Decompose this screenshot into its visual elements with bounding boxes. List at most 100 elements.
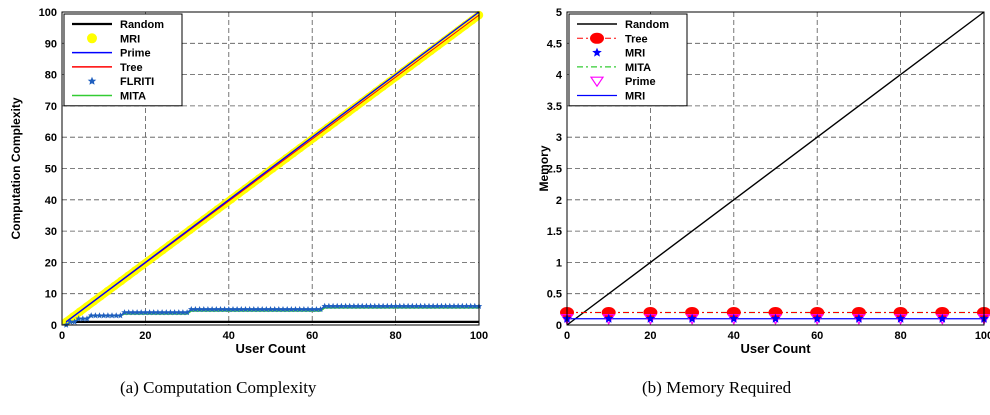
series-flriti-point bbox=[396, 302, 403, 309]
series-mri-point bbox=[603, 313, 614, 323]
y-tick-label: 90 bbox=[45, 38, 57, 50]
legend-label: Random bbox=[120, 19, 164, 31]
series-flriti-point bbox=[300, 306, 308, 313]
series-mri-point bbox=[687, 313, 697, 323]
series-flriti-point bbox=[413, 302, 420, 309]
y-tick-label: 100 bbox=[39, 7, 57, 19]
series-flriti-point bbox=[392, 302, 399, 309]
y-tick-label: 2.5 bbox=[547, 164, 562, 176]
series-flriti-point bbox=[175, 309, 182, 316]
legend-label: Random bbox=[625, 19, 669, 31]
legend-label: MITA bbox=[625, 62, 651, 74]
axes-frame bbox=[566, 11, 985, 326]
series-flriti-point bbox=[429, 302, 437, 309]
legend: Random Tree MRI MITA Prime MRI bbox=[568, 13, 688, 107]
series-flriti-point bbox=[321, 302, 328, 309]
series-flriti-point bbox=[88, 312, 95, 319]
y-tick-label: 50 bbox=[45, 164, 57, 176]
y-tick-label: 1.5 bbox=[547, 226, 562, 238]
series-flriti-point bbox=[296, 306, 303, 313]
y-tick-label: 10 bbox=[45, 289, 57, 301]
series-flriti-point bbox=[75, 315, 82, 322]
series-flriti-point bbox=[304, 306, 312, 313]
series-flriti-point bbox=[471, 302, 479, 309]
series-flriti-point bbox=[146, 309, 153, 316]
y-tick-label: 4 bbox=[556, 70, 563, 82]
series-flriti-point bbox=[250, 306, 258, 313]
y-tick-label: 0.5 bbox=[547, 289, 562, 301]
series-mri-point bbox=[812, 313, 822, 323]
x-tick-label: 60 bbox=[306, 330, 318, 342]
series-mri-point bbox=[729, 313, 739, 323]
axes-frame bbox=[61, 11, 480, 326]
series-flriti-point bbox=[400, 302, 408, 309]
series-flriti-point bbox=[350, 302, 358, 309]
series-flriti-point bbox=[283, 306, 291, 313]
series-flriti-point bbox=[196, 306, 203, 313]
x-tick-label: 40 bbox=[728, 330, 740, 342]
series-flriti-point bbox=[267, 306, 274, 313]
series-flriti-point bbox=[113, 312, 120, 319]
series-flriti-point bbox=[254, 306, 262, 313]
series-flriti-point bbox=[309, 306, 316, 313]
series-flriti-point bbox=[363, 302, 370, 309]
series-flriti-point bbox=[67, 318, 74, 325]
series-flriti-point bbox=[246, 306, 253, 313]
series-flriti-point bbox=[167, 309, 174, 316]
series-flriti-point bbox=[71, 318, 78, 325]
series-flriti-point bbox=[325, 302, 333, 309]
series-mri-point bbox=[770, 313, 781, 323]
y-tick-label: 1 bbox=[556, 257, 562, 269]
series-flriti-point bbox=[92, 312, 99, 319]
series-flriti-point bbox=[442, 302, 449, 309]
x-tick-label: 40 bbox=[223, 330, 235, 342]
series-flriti-point bbox=[221, 306, 228, 313]
y-tick-label: 20 bbox=[45, 257, 57, 269]
series-flriti-point bbox=[463, 302, 470, 309]
series-flriti-point bbox=[171, 309, 178, 316]
x-tick-label: 0 bbox=[59, 330, 65, 342]
series-flriti-point bbox=[129, 309, 137, 316]
series-flriti-point bbox=[434, 302, 441, 309]
series-flriti-point bbox=[258, 306, 266, 313]
legend-marker-mri bbox=[87, 33, 97, 44]
legend-label: MITA bbox=[120, 91, 146, 103]
legend-label: MRI bbox=[625, 91, 645, 103]
x-tick-label: 20 bbox=[139, 330, 151, 342]
series-flriti-point bbox=[79, 315, 87, 322]
series-flriti-point bbox=[200, 306, 207, 313]
series-flriti-point bbox=[388, 302, 395, 309]
series-flriti-point bbox=[192, 306, 199, 313]
legend-marker-tree bbox=[590, 32, 604, 44]
series-flriti-point bbox=[459, 302, 466, 309]
series-flriti-point bbox=[121, 309, 128, 316]
series-flriti-point bbox=[313, 306, 320, 313]
chart-memory-required: 0 20 40 60 80 100 0 0.5 1 1.5 2 2.5 3 3.5 4 4.5 5 User Co… bbox=[537, 7, 990, 356]
series-flriti-point bbox=[217, 306, 224, 313]
y-tick-label: 0 bbox=[556, 320, 562, 332]
x-tick-label: 100 bbox=[975, 330, 990, 342]
y-tick-label: 40 bbox=[45, 195, 57, 207]
series-flriti-point bbox=[354, 302, 362, 309]
series-flriti-point bbox=[375, 302, 383, 309]
series-flriti-point bbox=[379, 302, 387, 309]
series-flriti-point bbox=[450, 302, 458, 309]
legend: Random MRI Prime Tree FLRITI MITA bbox=[63, 13, 183, 107]
legend-marker-flriti bbox=[87, 76, 97, 85]
series-flriti-point bbox=[104, 312, 112, 319]
series-flriti-point bbox=[133, 309, 141, 316]
series-flriti-point bbox=[125, 309, 132, 316]
series-flriti-point bbox=[454, 302, 462, 309]
y-tick-label: 5 bbox=[556, 7, 562, 19]
legend-label: Prime bbox=[120, 48, 151, 60]
series-flriti-point bbox=[409, 302, 416, 309]
series-flriti-point bbox=[233, 306, 241, 313]
series-flriti-point bbox=[163, 309, 170, 316]
legend-label: Tree bbox=[625, 33, 648, 45]
legend-box bbox=[63, 13, 183, 107]
series-flriti-point bbox=[100, 312, 107, 319]
series-flriti-point bbox=[425, 302, 433, 309]
series-flriti-point bbox=[275, 306, 283, 313]
series-flriti-point bbox=[384, 302, 391, 309]
